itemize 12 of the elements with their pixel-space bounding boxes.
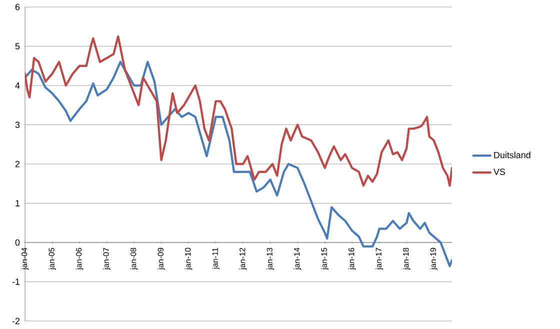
y-tick-label: 1 <box>16 200 20 206</box>
y-tick-label: 5 <box>15 43 20 50</box>
y-tick-label: -2 <box>12 318 20 324</box>
line-series <box>25 35 452 187</box>
y-tick-label: 2 <box>15 160 20 168</box>
y-tick-label: 4 <box>15 82 20 89</box>
y-tick-label: 3 <box>15 122 20 128</box>
legend-label: Duitsland <box>494 152 530 158</box>
y-tick-label: 6 <box>15 4 20 10</box>
y-tick-label: 0 <box>15 239 20 246</box>
legend-label: VS <box>494 168 506 175</box>
y-tick-label: -1 <box>12 278 20 285</box>
